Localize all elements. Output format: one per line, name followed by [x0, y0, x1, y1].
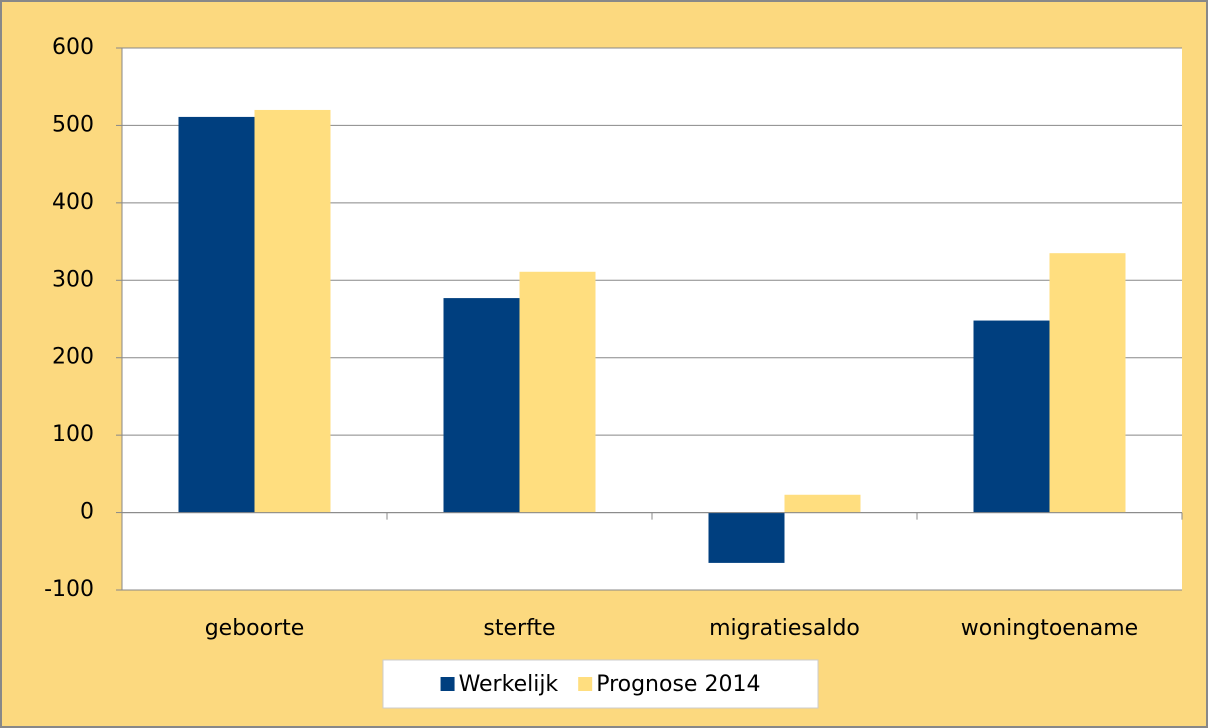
bar: [443, 298, 520, 513]
y-tick-label: 300: [52, 267, 94, 292]
y-tick-label: 200: [52, 345, 94, 370]
y-tick-label: 600: [52, 35, 94, 60]
bar: [254, 109, 331, 513]
y-tick-label: 100: [52, 422, 94, 447]
bar: [1049, 253, 1126, 513]
y-tick-label: -100: [44, 577, 94, 602]
y-tick-label: 500: [52, 112, 94, 137]
legend-swatch: [578, 677, 593, 691]
x-tick-label: migratiesaldo: [709, 616, 860, 641]
legend-box: [382, 659, 819, 709]
x-tick-label: woningtoename: [961, 616, 1138, 641]
bar: [708, 512, 785, 563]
legend-label: Werkelijk: [459, 672, 559, 697]
y-tick-label: 0: [80, 500, 94, 525]
x-tick-label: geboorte: [205, 616, 305, 641]
bar: [519, 271, 596, 513]
bar: [784, 494, 861, 513]
y-tick-label: 400: [52, 190, 94, 215]
x-tick-label: sterfte: [483, 616, 555, 641]
bar: [178, 116, 255, 513]
legend-label: Prognose 2014: [596, 672, 760, 697]
bar: [973, 320, 1050, 513]
legend-swatch: [440, 677, 455, 691]
